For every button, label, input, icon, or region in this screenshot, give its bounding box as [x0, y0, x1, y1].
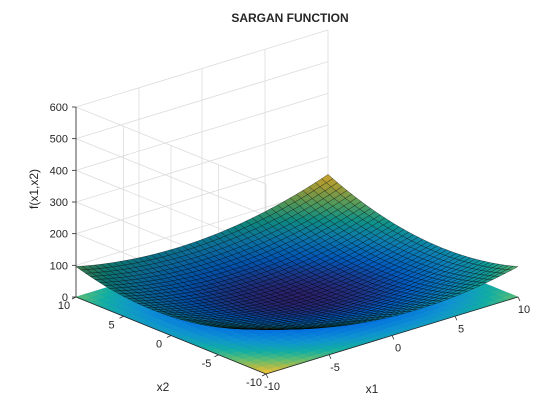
x-tick-mark-2 — [391, 335, 395, 340]
z-tick-label-2: 200 — [50, 229, 68, 241]
y-tick-label-3: 5 — [108, 319, 114, 331]
y-axis-label: x2 — [157, 380, 170, 394]
y-tick-mark-2 — [166, 335, 172, 338]
z-tick-label-5: 500 — [50, 134, 68, 146]
y-tick-label-1: -5 — [202, 358, 212, 370]
chart-title: SARGAN FUNCTION — [231, 11, 348, 25]
y-tick-label-2: 0 — [156, 339, 162, 351]
x-tick-mark-3 — [454, 316, 458, 321]
x-axis-label: x1 — [366, 382, 379, 396]
x-tick-label-2: 0 — [395, 343, 401, 355]
z-tick-label-4: 400 — [50, 165, 68, 177]
z-tick-label-1: 100 — [50, 260, 68, 272]
x-tick-label-1: -5 — [330, 362, 340, 374]
z-tick-label-0: 0 — [62, 292, 68, 304]
x-tick-mark-0 — [265, 373, 269, 379]
x-tick-label-0: -10 — [264, 381, 280, 393]
x-tick-label-3: 5 — [458, 323, 464, 335]
z-tick-label-6: 600 — [50, 102, 68, 114]
axes-lines — [71, 106, 521, 379]
x-tick-mark-4 — [517, 296, 521, 302]
y-tick-label-4: 10 — [58, 300, 70, 312]
x-tick-mark-1 — [328, 354, 332, 359]
surface-mesh — [75, 174, 519, 330]
surface-patch — [506, 265, 519, 271]
y-tick-mark-1 — [214, 354, 219, 358]
z-axis-label: f(x1,x2) — [27, 169, 41, 209]
z-tick-label-3: 300 — [50, 197, 68, 209]
x-tick-label-4: 10 — [518, 304, 530, 316]
y-tick-label-0: -10 — [246, 377, 262, 389]
y-tick-mark-3 — [119, 315, 124, 319]
y-tick-mark-0 — [261, 373, 267, 377]
